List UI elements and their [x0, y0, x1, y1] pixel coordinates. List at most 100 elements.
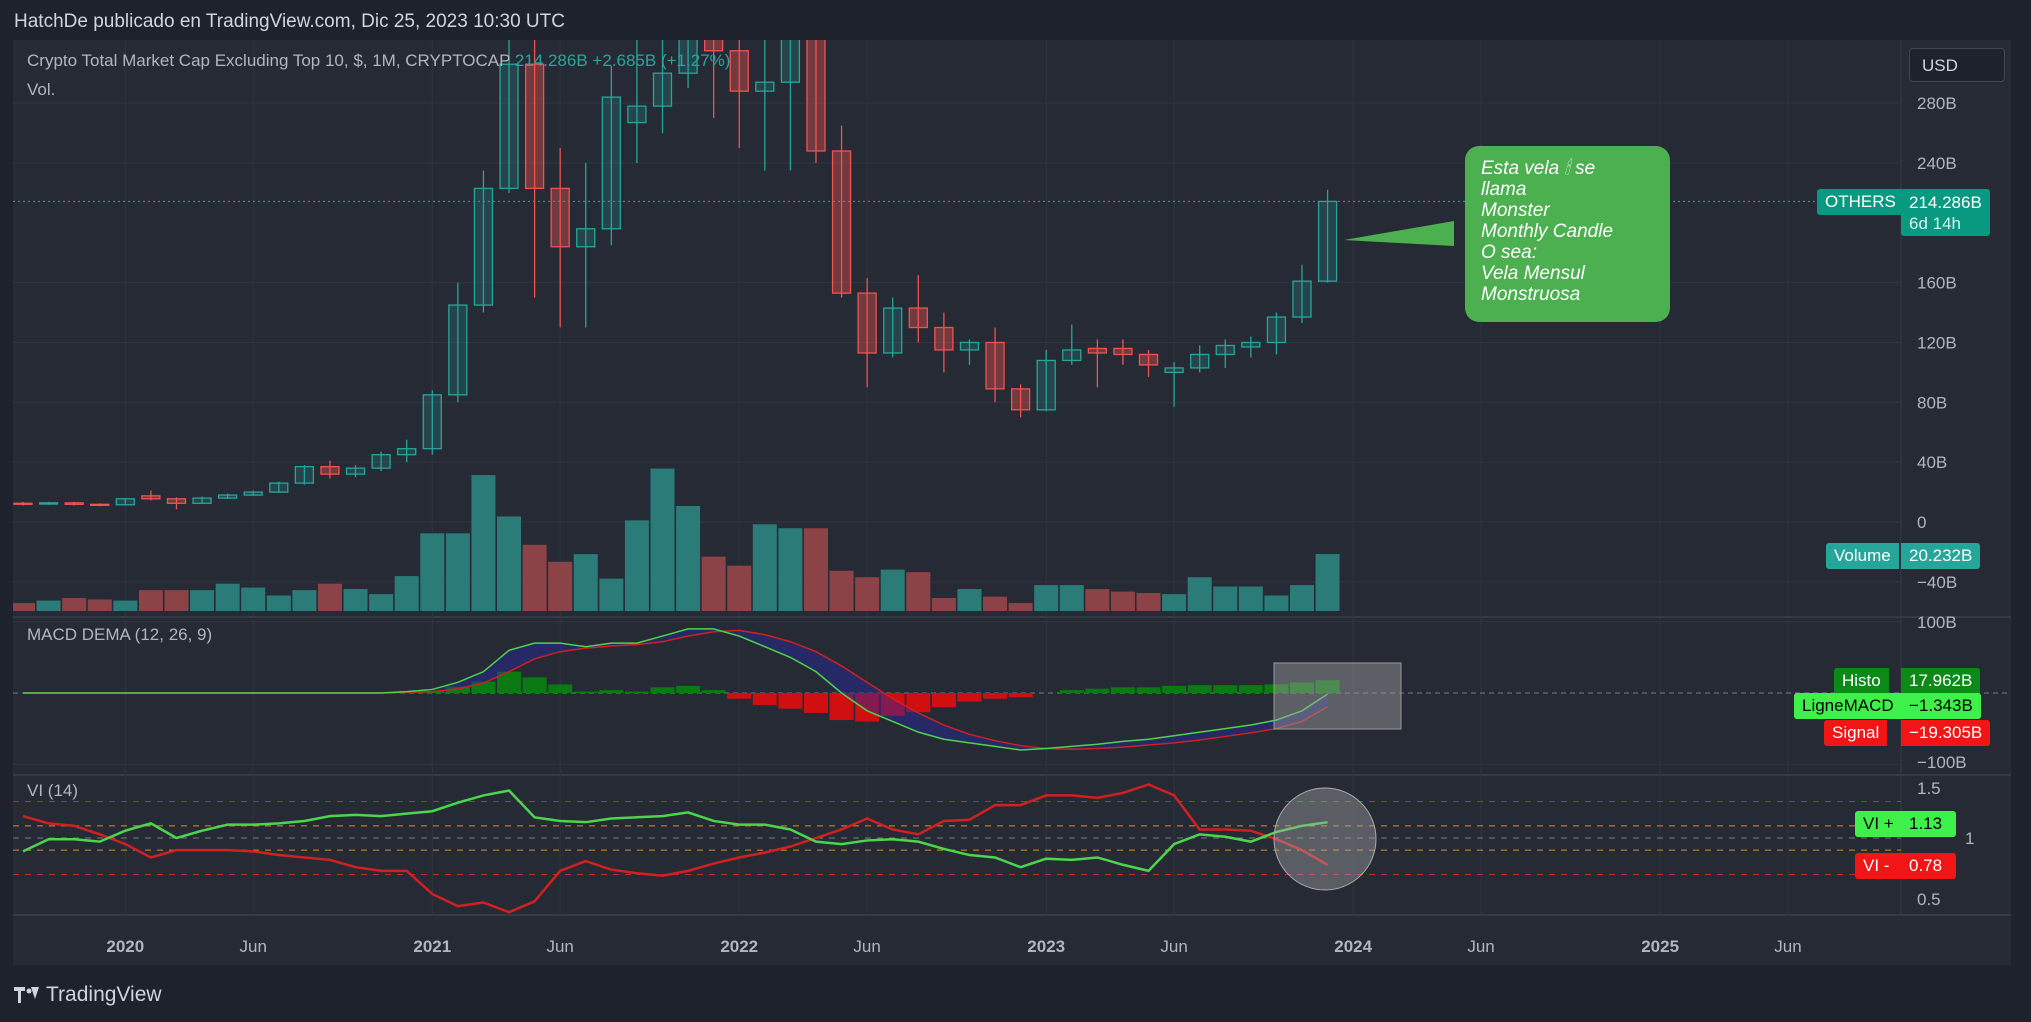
- volume-bar: [62, 598, 87, 611]
- footer-brand: TradingView: [46, 983, 162, 1006]
- candle-body: [576, 228, 596, 248]
- macd-histogram-bar: [650, 687, 675, 693]
- macd-histogram-bar: [1162, 685, 1187, 693]
- volume-bar: [880, 569, 905, 611]
- vi-badge-1-label: VI -: [1855, 853, 1901, 879]
- price-axis-label: 160B: [1917, 274, 1957, 293]
- candle-body: [1087, 347, 1108, 354]
- candle-body: [1266, 316, 1287, 344]
- volume-bar: [1136, 592, 1161, 611]
- symbol-title[interactable]: Crypto Total Market Cap Excluding Top 10…: [27, 51, 511, 70]
- legend-price: 214.286B: [514, 51, 588, 70]
- annotation-line: Monster: [1481, 200, 1550, 221]
- macd-histogram-bar: [599, 690, 624, 693]
- candle-body: [704, 40, 724, 52]
- vi-axis-label: 1.5: [1917, 779, 1941, 798]
- volume-bar: [420, 533, 445, 611]
- macd-histogram-bar: [445, 686, 470, 693]
- chart-canvas[interactable]: 2020 Jun 2021 Jun 2022 Jun 2023 Jun 2024 Jun 2025 J…: [13, 40, 2011, 965]
- candle-body: [908, 307, 928, 329]
- volume-bar: [1238, 586, 1263, 611]
- highlight-rectangle: [1273, 662, 1402, 730]
- time-axis-label: 2022: [720, 937, 758, 956]
- volume-bar: [983, 596, 1008, 611]
- volume-bar: [497, 516, 522, 611]
- volume-bar: [138, 590, 163, 611]
- time-axis-label: 2023: [1027, 937, 1065, 956]
- currency-button[interactable]: USD: [1909, 48, 2005, 82]
- price-axis-label: 80B: [1917, 393, 1947, 412]
- chart-area[interactable]: 2020 Jun 2021 Jun 2022 Jun 2023 Jun 2024 Jun 2025 J…: [13, 40, 2011, 965]
- macd-histogram-bar: [573, 691, 598, 693]
- candle-body: [1062, 349, 1082, 362]
- macd-legend[interactable]: MACD DEMA (12, 26, 9): [27, 625, 213, 644]
- volume-bar: [215, 583, 240, 611]
- legend-change: +2.685B (+1.27%): [592, 51, 731, 70]
- main-pane: [13, 40, 1901, 611]
- macd-histogram-bar: [829, 693, 854, 721]
- volume-bar: [803, 528, 828, 611]
- volume-bar: [394, 576, 419, 611]
- macd-histogram-bar: [1187, 685, 1212, 693]
- macd-histogram-bar: [752, 693, 777, 706]
- candle-body: [448, 304, 468, 396]
- candle-body: [90, 503, 110, 506]
- price-axis-label: −40B: [1917, 573, 1957, 592]
- volume-bar: [1290, 585, 1314, 611]
- volume-bar: [1034, 585, 1059, 611]
- candle-body: [1292, 280, 1312, 318]
- macd-histogram-bar: [497, 671, 522, 693]
- macd-badge-2-label: Signal: [1824, 720, 1888, 746]
- tradingview-logo[interactable]: TradingView: [14, 983, 162, 1007]
- vi-legend[interactable]: VI (14): [27, 781, 79, 800]
- candle-body: [1190, 353, 1210, 369]
- candle-body: [320, 465, 340, 475]
- candle-body: [550, 187, 570, 248]
- vi-badge-1-value: 0.78: [1901, 853, 1956, 879]
- time-axis-label: 2020: [106, 937, 144, 956]
- annotation-line: Vela Mensul: [1481, 263, 1585, 284]
- annotation-line: Monthly Candle: [1481, 221, 1614, 242]
- volume-bar: [548, 561, 573, 611]
- candle-body: [934, 326, 954, 351]
- macd-histogram-bar: [880, 693, 905, 716]
- candle-body: [1317, 200, 1338, 282]
- price-badge-value: 214.286B: [1909, 193, 1982, 212]
- price-axis-label: 240B: [1917, 154, 1957, 173]
- candle-body: [166, 498, 187, 504]
- volume-bar: [1059, 585, 1084, 611]
- countdown: 6d 14h: [1909, 214, 1961, 233]
- volume-bar: [471, 475, 496, 611]
- candle-body: [473, 187, 494, 306]
- volume-bar: [1264, 595, 1289, 611]
- vi-axis-label: 0.5: [1917, 890, 1941, 909]
- callout-pointer: [1344, 221, 1454, 246]
- candle-body: [524, 63, 545, 190]
- candle-body: [397, 448, 417, 456]
- volume-bar: [778, 528, 803, 611]
- time-axis-label: Jun: [546, 937, 573, 956]
- vi-badge-0-value: 1.13: [1901, 811, 1956, 837]
- volume-bar: [676, 506, 701, 611]
- macd-histogram-bar: [1085, 688, 1110, 693]
- main-legend: Crypto Total Market Cap Excluding Top 10…: [27, 51, 730, 71]
- annotation-callout[interactable]: Esta vela 🕯 se llama Monster Monthly Candle…: [1465, 146, 1670, 322]
- price-badge: 214.286B 6d 14h: [1901, 189, 1990, 236]
- macd-badge-0-label: Histo: [1834, 668, 1889, 694]
- volume-bar: [1008, 603, 1033, 611]
- volume-bar: [317, 583, 342, 611]
- macd-axis-label: −100B: [1917, 753, 1967, 772]
- volume-bar: [957, 589, 982, 611]
- volume-legend[interactable]: Vol.: [27, 80, 56, 99]
- volume-bar: [343, 589, 368, 611]
- candle-body: [652, 72, 673, 107]
- candle-body: [269, 482, 289, 493]
- volume-bar: [752, 524, 777, 611]
- symbol-badge: OTHERS: [1817, 189, 1904, 215]
- time-axis-label: Jun: [240, 937, 267, 956]
- macd-histogram-bar: [983, 693, 1008, 699]
- candle-body: [1010, 388, 1031, 411]
- time-axis-label: 2021: [413, 937, 451, 956]
- price-axis-label: 0: [1917, 513, 1926, 532]
- macd-histogram-bar: [1290, 682, 1314, 693]
